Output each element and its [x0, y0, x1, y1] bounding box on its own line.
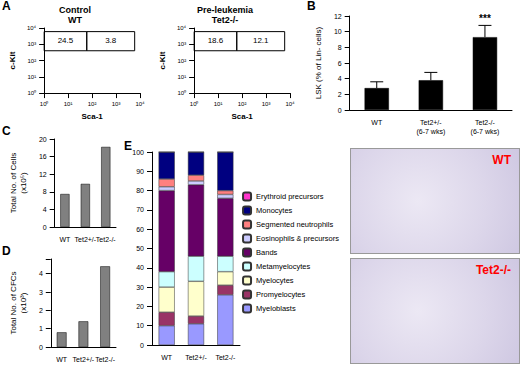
svg-text:6: 6: [338, 60, 342, 67]
svg-text:70: 70: [136, 206, 144, 213]
svg-text:Tet2+/-: Tet2+/-: [73, 356, 95, 363]
svg-text:3: 3: [39, 289, 43, 296]
svg-text:Erythroid precursors: Erythroid precursors: [256, 192, 324, 201]
svg-text:WT: WT: [59, 236, 71, 243]
svg-text:(6-7 wks): (6-7 wks): [471, 128, 500, 136]
svg-text:Monocytes: Monocytes: [256, 206, 293, 215]
svg-text:10: 10: [136, 322, 144, 329]
svg-text:Tet2+/-: Tet2+/-: [185, 354, 207, 361]
svg-text:40: 40: [136, 264, 144, 271]
svg-text:10¹: 10¹: [214, 101, 223, 107]
svg-text:60: 60: [136, 226, 144, 233]
svg-text:24.5: 24.5: [58, 36, 74, 45]
svg-text:Segmented neutrophils: Segmented neutrophils: [256, 220, 333, 229]
svg-text:16: 16: [39, 153, 47, 160]
svg-text:10⁰: 10⁰: [190, 100, 199, 107]
svg-text:Control: Control: [59, 5, 91, 15]
svg-text:10³: 10³: [27, 41, 36, 47]
svg-text:10⁴: 10⁴: [27, 25, 37, 31]
svg-text:0: 0: [140, 342, 144, 349]
svg-text:Bands: Bands: [256, 248, 278, 257]
svg-text:1: 1: [39, 325, 43, 332]
svg-text:LSK (% of Lin- cells): LSK (% of Lin- cells): [314, 26, 323, 99]
svg-text:Total No. of CFCs: Total No. of CFCs: [9, 271, 18, 334]
svg-text:WT: WT: [161, 354, 173, 361]
svg-text:Tet2-/-: Tet2-/-: [96, 236, 117, 243]
svg-text:8: 8: [338, 44, 342, 51]
svg-text:10²: 10²: [177, 58, 186, 64]
svg-text:Tet2-/-: Tet2-/-: [95, 356, 116, 363]
svg-text:3.8: 3.8: [105, 36, 117, 45]
svg-text:WT: WT: [68, 15, 82, 25]
svg-text:Tet2-/-: Tet2-/-: [475, 119, 496, 126]
svg-text:2: 2: [338, 91, 342, 98]
svg-text:50: 50: [136, 245, 144, 252]
html-text:WT: WT: [492, 153, 511, 167]
svg-text:Tet2-/-: Tet2-/-: [215, 354, 236, 361]
svg-text:B: B: [307, 0, 316, 13]
svg-text:10⁴: 10⁴: [177, 25, 187, 31]
svg-text:12.1: 12.1: [253, 36, 269, 45]
svg-text:Myeloblasts: Myeloblasts: [256, 304, 296, 313]
svg-text:10⁴: 10⁴: [135, 101, 145, 107]
svg-text:10⁰: 10⁰: [40, 100, 49, 107]
svg-text:18.6: 18.6: [208, 36, 224, 45]
svg-text:4: 4: [43, 206, 47, 213]
svg-text:Tet2+/-: Tet2+/-: [75, 236, 97, 243]
svg-text:10⁴: 10⁴: [285, 101, 295, 107]
svg-text:12: 12: [334, 13, 342, 20]
svg-text:D: D: [2, 245, 11, 258]
svg-text:10²: 10²: [238, 101, 247, 107]
svg-text:(x10⁵): (x10⁵): [19, 172, 28, 194]
svg-text:100: 100: [132, 149, 144, 156]
svg-text:20: 20: [39, 136, 47, 143]
svg-text:Metamyelocytes: Metamyelocytes: [256, 262, 310, 271]
svg-text:c-Kit: c-Kit: [8, 51, 17, 69]
svg-text:WT: WT: [371, 119, 383, 126]
svg-text:10²: 10²: [27, 58, 36, 64]
svg-text:10³: 10³: [112, 101, 121, 107]
svg-text:10¹: 10¹: [64, 101, 73, 107]
html-text:Tet2-/-: Tet2-/-: [475, 263, 511, 277]
svg-text:Promyelocytes: Promyelocytes: [256, 290, 305, 299]
svg-text:10²: 10²: [88, 101, 97, 107]
svg-text:2: 2: [39, 307, 43, 314]
svg-text:WT: WT: [56, 356, 68, 363]
svg-text:4: 4: [338, 75, 342, 82]
svg-text:10: 10: [334, 28, 342, 35]
svg-text:10⁰: 10⁰: [27, 89, 36, 96]
svg-text:c-Kit: c-Kit: [158, 51, 167, 69]
svg-text:10³: 10³: [177, 41, 186, 47]
svg-text:90: 90: [136, 168, 144, 175]
svg-text:0: 0: [338, 107, 342, 114]
svg-text:4: 4: [39, 270, 43, 277]
svg-text:E: E: [124, 140, 132, 153]
svg-text:(6-7 wks): (6-7 wks): [416, 128, 445, 136]
svg-text:10¹: 10¹: [177, 74, 186, 80]
svg-text:Eosinophils & precursors: Eosinophils & precursors: [256, 234, 339, 243]
svg-text:8: 8: [43, 188, 47, 195]
svg-text:C: C: [2, 125, 11, 138]
svg-text:10¹: 10¹: [27, 74, 36, 80]
svg-text:12: 12: [39, 171, 47, 178]
svg-text:Total No. of Cells: Total No. of Cells: [9, 153, 18, 213]
svg-text:Sca-1: Sca-1: [81, 112, 103, 121]
svg-text:20: 20: [136, 303, 144, 310]
svg-text:Tet2+/-: Tet2+/-: [420, 119, 442, 126]
svg-text:(x10³): (x10³): [19, 292, 28, 313]
svg-text:Myelocytes: Myelocytes: [256, 276, 294, 285]
svg-text:80: 80: [136, 187, 144, 194]
svg-text:Sca-1: Sca-1: [231, 112, 253, 121]
svg-text:0: 0: [43, 224, 47, 231]
svg-text:***: ***: [479, 13, 491, 24]
svg-text:30: 30: [136, 284, 144, 291]
svg-text:Pre-leukemia: Pre-leukemia: [197, 5, 254, 15]
svg-text:10³: 10³: [262, 101, 271, 107]
svg-text:10⁰: 10⁰: [177, 89, 186, 96]
svg-text:0: 0: [39, 344, 43, 351]
svg-text:A: A: [2, 0, 11, 13]
svg-text:Tet2-/-: Tet2-/-: [212, 15, 238, 25]
